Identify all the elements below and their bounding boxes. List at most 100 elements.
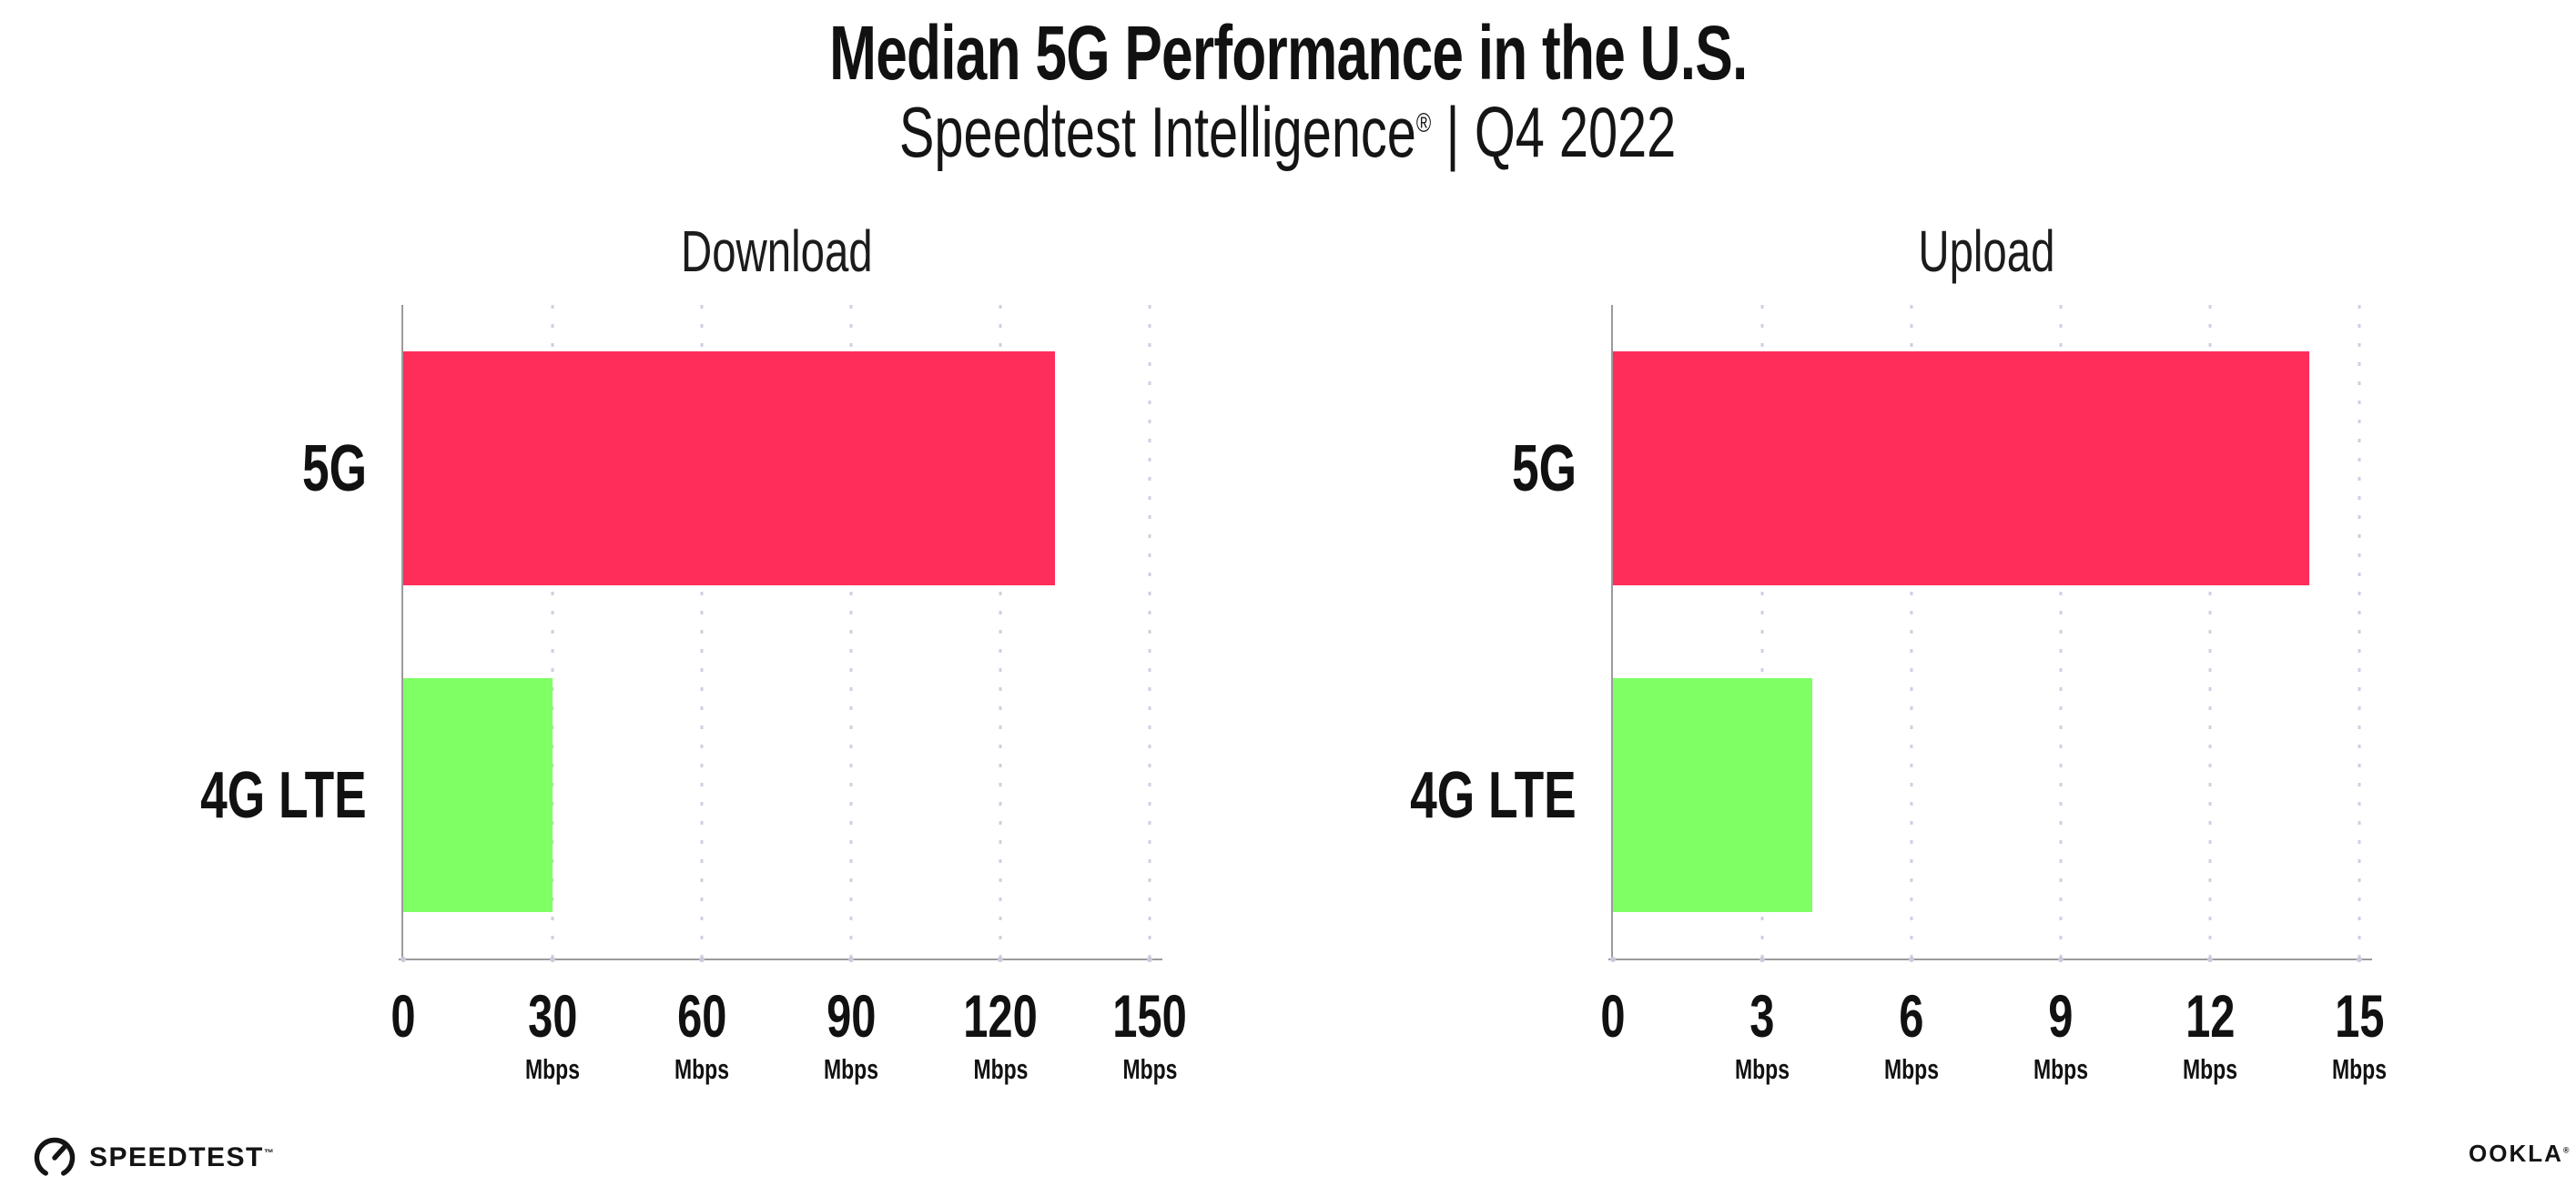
x-tick-label-6: 6 Mbps xyxy=(1875,986,1949,1083)
x-tick-unit: Mbps xyxy=(1100,1055,1200,1083)
subtitle-brand: Speedtest Intelligence xyxy=(899,92,1417,172)
category-label-text: 4G LTE xyxy=(1410,758,1577,832)
y-axis-line xyxy=(1611,305,1613,959)
axis-tick-dot xyxy=(550,957,555,962)
gridline-15 xyxy=(2358,305,2361,959)
x-tick-unit-text: Mbps xyxy=(1884,1053,1939,1085)
bar-5g xyxy=(403,351,1056,585)
gridline-30 xyxy=(551,305,554,959)
x-tick-value: 120 xyxy=(950,986,1050,1046)
axis-tick-dot xyxy=(1909,957,1914,962)
bar-4g-lte xyxy=(403,678,553,912)
download-x-axis-ticks: 0 30 Mbps 60 Mbps 90 Mbps 120 Mbps 150 Mbps xyxy=(390,986,1186,1113)
download-chart-title-text: Download xyxy=(680,218,873,284)
x-tick-value: 90 xyxy=(815,986,888,1046)
x-tick-value: 9 xyxy=(2024,986,2098,1046)
x-tick-unit: Mbps xyxy=(1875,1055,1949,1083)
gridline-6 xyxy=(1910,305,1913,959)
upload-chart-title: Upload xyxy=(1613,218,2359,285)
speedtest-gauge-icon xyxy=(34,1137,76,1176)
x-tick-label-0: 0 xyxy=(1597,986,1630,1046)
x-tick-label-15: 15 Mbps xyxy=(2323,986,2397,1083)
x-tick-value-text: 12 xyxy=(2185,982,2236,1050)
registered-mark-icon: ® xyxy=(2562,1145,2571,1155)
x-tick-value: 0 xyxy=(1597,986,1630,1046)
x-tick-value-text: 9 xyxy=(2048,982,2074,1050)
x-tick-value-text: 90 xyxy=(826,982,877,1050)
axis-tick-dot xyxy=(2058,957,2064,962)
upload-x-axis-ticks: 0 3 Mbps 6 Mbps 9 Mbps 12 Mbps 15 Mbps xyxy=(1600,986,2387,1113)
x-tick-value: 6 xyxy=(1875,986,1949,1046)
category-label-4g-lte: 4G LTE xyxy=(1352,758,1577,833)
x-tick-value-text: 0 xyxy=(1600,982,1626,1050)
x-tick-unit-text: Mbps xyxy=(2183,1053,2237,1085)
axis-tick-dot xyxy=(998,957,1003,962)
x-tick-label-90: 90 Mbps xyxy=(815,986,888,1083)
category-label-text: 5G xyxy=(1511,431,1577,505)
gridline-9 xyxy=(2059,305,2063,959)
x-tick-unit: Mbps xyxy=(950,1055,1050,1083)
gridline-150 xyxy=(1148,305,1151,959)
x-tick-label-3: 3 Mbps xyxy=(1726,986,1800,1083)
download-chart: Download 0 30 Mbps 60 Mbps 90 Mbps 120 Mbps 150 Mb… xyxy=(200,218,1186,1083)
category-label-4g-lte: 4G LTE xyxy=(142,758,367,833)
x-tick-unit: Mbps xyxy=(815,1055,888,1083)
ookla-wordmark-text: OOKLA xyxy=(2469,1140,2563,1167)
x-tick-value: 60 xyxy=(665,986,739,1046)
axis-tick-dot xyxy=(2207,957,2213,962)
x-tick-label-150: 150 Mbps xyxy=(1100,986,1200,1083)
x-tick-value-text: 15 xyxy=(2334,982,2385,1050)
x-tick-label-120: 120 Mbps xyxy=(950,986,1050,1083)
trademark-icon: ™ xyxy=(263,1148,276,1159)
x-tick-value-text: 30 xyxy=(527,982,578,1050)
gridline-60 xyxy=(700,305,704,959)
category-label-5g: 5G xyxy=(1489,431,1577,506)
x-tick-value-text: 60 xyxy=(676,982,727,1050)
gridline-120 xyxy=(999,305,1002,959)
x-tick-unit-text: Mbps xyxy=(2033,1053,2088,1085)
x-tick-unit: Mbps xyxy=(2024,1055,2098,1083)
x-tick-label-60: 60 Mbps xyxy=(665,986,739,1083)
x-tick-unit: Mbps xyxy=(1726,1055,1800,1083)
axis-tick-dot xyxy=(848,957,854,962)
ookla-logo: OOKLA® xyxy=(2469,1140,2571,1168)
axis-tick-dot xyxy=(699,957,705,962)
bar-4g-lte xyxy=(1613,678,1812,912)
subtitle-period: Q4 2022 xyxy=(1475,92,1677,172)
gridline-90 xyxy=(849,305,853,959)
gridline-3 xyxy=(1760,305,1764,959)
upload-plot-area xyxy=(1608,305,2372,962)
axis-tick-dot xyxy=(1610,957,1616,962)
axis-tick-dot xyxy=(1760,957,1765,962)
category-label-text: 4G LTE xyxy=(200,758,367,832)
x-tick-value-text: 3 xyxy=(1749,982,1775,1050)
page-title-text: Median 5G Performance in the U.S. xyxy=(828,10,1748,96)
x-tick-value: 150 xyxy=(1100,986,1200,1046)
speedtest-wordmark: SPEEDTEST™ xyxy=(89,1142,275,1173)
registered-mark-icon: ® xyxy=(1416,108,1432,138)
x-axis-line xyxy=(399,959,1162,960)
category-label-text: 5G xyxy=(301,431,367,505)
x-tick-unit-text: Mbps xyxy=(1122,1053,1177,1085)
page-subtitle-text: Speedtest Intelligence® | Q4 2022 xyxy=(899,91,1676,174)
axis-tick-dot xyxy=(401,957,406,962)
x-tick-value: 30 xyxy=(516,986,590,1046)
x-tick-unit: Mbps xyxy=(665,1055,739,1083)
x-tick-unit: Mbps xyxy=(2174,1055,2247,1083)
x-tick-unit-text: Mbps xyxy=(824,1053,878,1085)
x-tick-label-12: 12 Mbps xyxy=(2174,986,2247,1083)
axis-tick-dot xyxy=(2357,957,2362,962)
x-tick-label-0: 0 xyxy=(387,986,421,1046)
page-subtitle: Speedtest Intelligence® | Q4 2022 xyxy=(0,91,2576,174)
axis-tick-dot xyxy=(1147,957,1152,962)
speedtest-wordmark-text: SPEEDTEST xyxy=(89,1142,264,1172)
x-tick-unit-text: Mbps xyxy=(2332,1053,2387,1085)
x-tick-value-text: 0 xyxy=(390,982,416,1050)
x-tick-value: 0 xyxy=(387,986,421,1046)
x-tick-unit-text: Mbps xyxy=(1735,1053,1790,1085)
y-axis-line xyxy=(401,305,403,959)
x-tick-value: 15 xyxy=(2323,986,2397,1046)
x-axis-line xyxy=(1608,959,2372,960)
upload-chart: Upload 0 3 Mbps 6 Mbps 9 Mbps 12 Mbps 15 Mbps 5G 4G… xyxy=(1410,218,2387,1083)
category-label-5g: 5G xyxy=(279,431,367,506)
